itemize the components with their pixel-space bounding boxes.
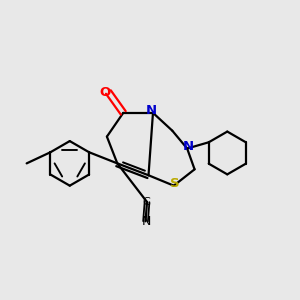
Text: O: O [100, 85, 111, 98]
Text: N: N [183, 140, 194, 153]
Text: N: N [146, 104, 157, 117]
Text: S: S [170, 177, 180, 190]
Text: C: C [142, 197, 150, 207]
Text: N: N [141, 215, 151, 228]
